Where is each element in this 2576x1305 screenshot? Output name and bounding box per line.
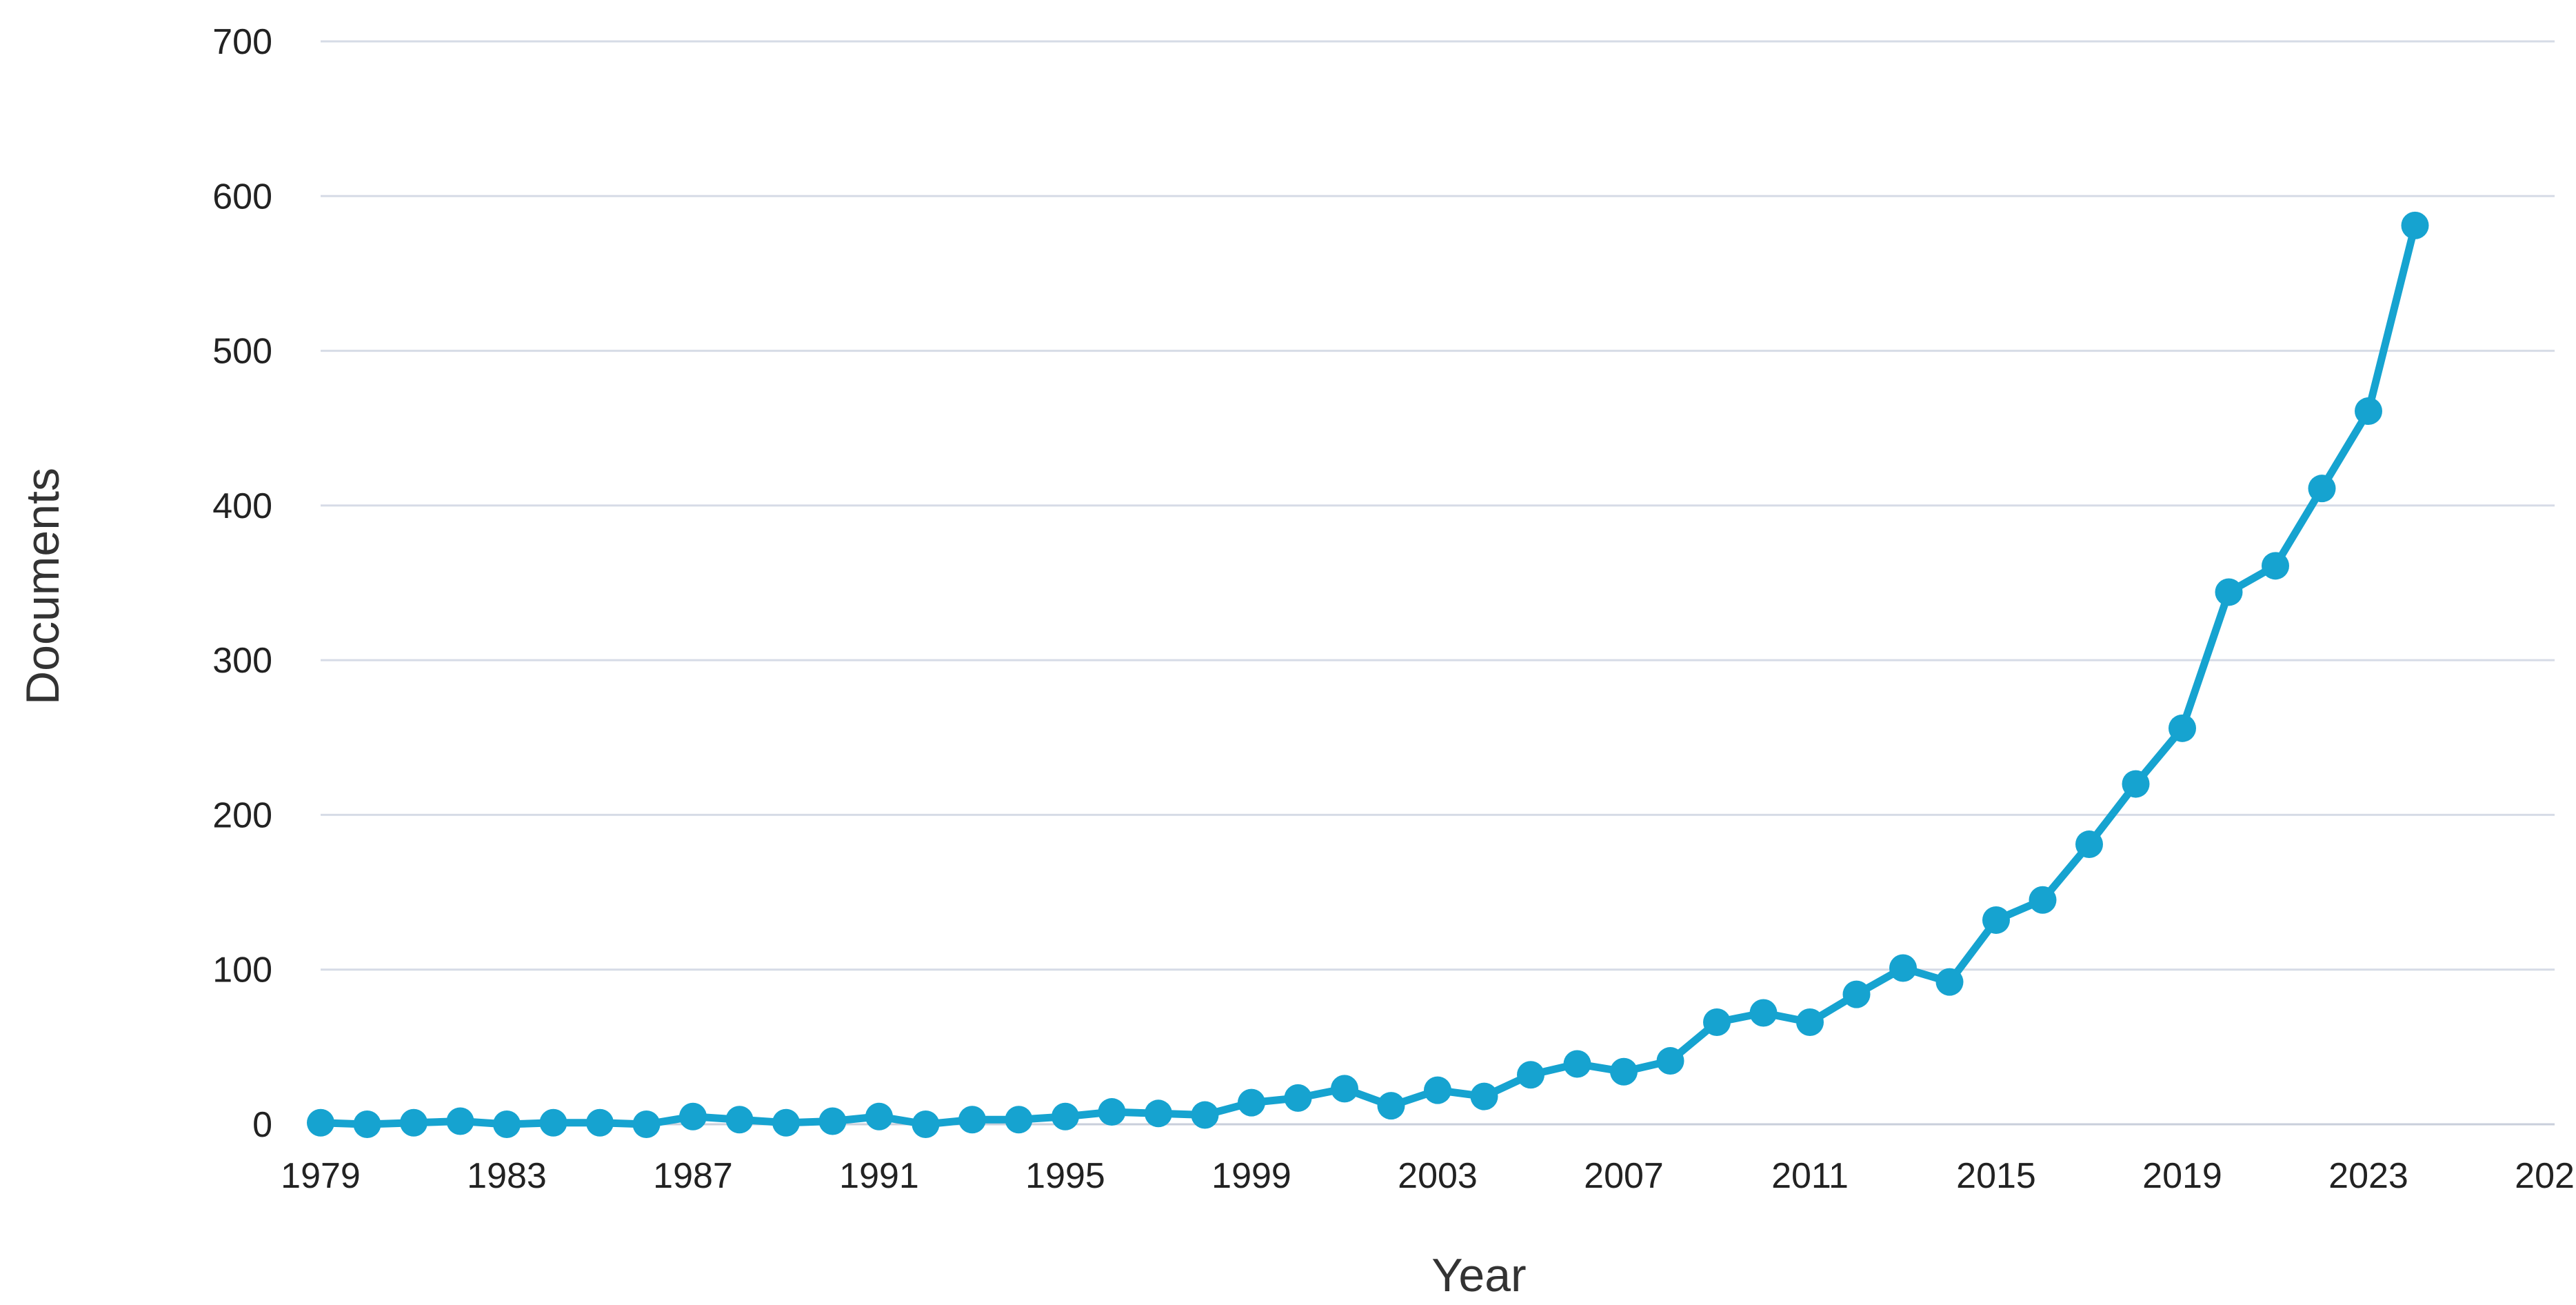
x-tick-label: 1995 [1025, 1156, 1105, 1196]
x-tick-label: 1999 [1211, 1156, 1291, 1196]
x-tick-label: 2003 [1398, 1156, 1478, 1196]
x-tick-label: 2007 [1584, 1156, 1664, 1196]
data-point-1992 [912, 1110, 940, 1138]
y-tick-label: 500 [212, 332, 272, 372]
x-axis-tick-labels: 1979 1983 1987 1991 1995 1999 2003 2007 2011 2015… [281, 1156, 2576, 1196]
data-point-1997 [1145, 1099, 1172, 1128]
data-point-2003 [1424, 1076, 1451, 1104]
x-tick-label: 2023 [2328, 1156, 2408, 1196]
data-point-2008 [1656, 1047, 1684, 1075]
grid-lines [321, 40, 2555, 1126]
data-point-2000 [1284, 1084, 1312, 1112]
series-line [316, 221, 2419, 1128]
data-point-1982 [446, 1107, 474, 1135]
y-axis-tick-labels: 0 100 200 300 400 500 600 700 [212, 22, 272, 1145]
y-tick-label: 100 [212, 950, 272, 990]
data-point-2016 [2029, 886, 2057, 914]
data-point-2004 [1470, 1082, 1498, 1110]
data-point-1999 [1238, 1088, 1265, 1117]
data-point-2021 [2262, 552, 2289, 580]
y-axis-title: Documents [17, 468, 69, 705]
data-point-2017 [2075, 830, 2103, 859]
data-point-2020 [2215, 578, 2243, 606]
data-point-1986 [632, 1110, 661, 1138]
data-point-1980 [353, 1110, 381, 1138]
data-point-2007 [1610, 1057, 1638, 1086]
data-point-2002 [1377, 1092, 1405, 1120]
data-point-1995 [1051, 1102, 1079, 1130]
x-tick-label: 1983 [467, 1156, 547, 1196]
x-tick-label: 2019 [2142, 1156, 2222, 1196]
data-point-1987 [679, 1102, 707, 1130]
data-point-2015 [1982, 906, 2010, 934]
data-point-2014 [1935, 968, 1964, 996]
y-tick-label: 400 [212, 486, 272, 526]
x-tick-label: 2027 [2515, 1156, 2576, 1196]
data-point-2018 [2122, 770, 2150, 798]
x-tick-label: 2015 [1956, 1156, 2036, 1196]
data-point-2019 [2169, 714, 2196, 742]
data-point-1998 [1191, 1101, 1219, 1129]
y-tick-label: 200 [212, 795, 272, 835]
data-point-1993 [958, 1106, 986, 1134]
data-point-2006 [1563, 1050, 1591, 1078]
x-tick-label: 2011 [1771, 1156, 1849, 1196]
data-point-1996 [1098, 1098, 1126, 1126]
data-point-2011 [1796, 1008, 1824, 1036]
data-point-1984 [539, 1108, 567, 1137]
x-tick-label: 1979 [281, 1156, 361, 1196]
y-tick-label: 700 [212, 22, 272, 62]
data-point-2009 [1703, 1008, 1731, 1036]
series-documents [307, 211, 2429, 1138]
data-point-2023 [2355, 397, 2382, 426]
data-point-2012 [1842, 980, 1871, 1008]
y-tick-label: 300 [212, 641, 272, 681]
data-point-1988 [725, 1106, 754, 1134]
data-point-2013 [1889, 954, 1917, 982]
data-point-2001 [1331, 1075, 1358, 1103]
data-point-1989 [772, 1108, 800, 1137]
data-point-1979 [307, 1108, 334, 1137]
x-axis-title: Year [1431, 1249, 1526, 1302]
data-point-1983 [493, 1110, 521, 1138]
data-point-1981 [400, 1108, 427, 1137]
y-tick-label: 0 [252, 1105, 272, 1145]
data-point-2022 [2308, 475, 2336, 503]
x-tick-label: 1987 [653, 1156, 733, 1196]
data-point-1990 [818, 1107, 847, 1135]
data-point-2024 [2401, 211, 2429, 239]
data-point-1985 [586, 1108, 614, 1137]
x-tick-label: 1991 [839, 1156, 919, 1196]
data-point-2005 [1517, 1061, 1544, 1089]
y-tick-label: 600 [212, 177, 272, 217]
data-point-1994 [1005, 1106, 1033, 1134]
data-point-2010 [1749, 999, 1778, 1027]
data-point-1991 [865, 1102, 893, 1130]
